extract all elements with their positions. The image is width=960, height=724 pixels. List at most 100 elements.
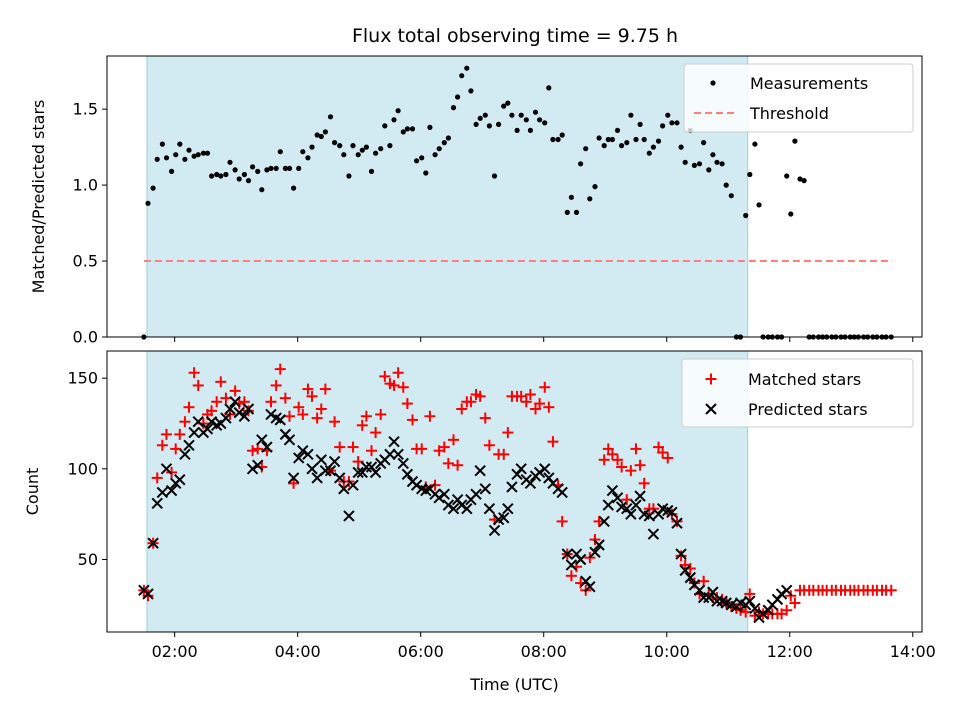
matched-star-point [781, 604, 793, 616]
measurement-point [427, 124, 433, 130]
matched-star-point [565, 570, 577, 582]
predicted-star-point [315, 454, 327, 466]
count-legend-box [681, 358, 914, 428]
matched-star-point [465, 396, 477, 408]
measurement-point [373, 150, 379, 156]
measurement-point [728, 193, 734, 199]
measurement-point [296, 165, 302, 171]
measurement-point [691, 162, 698, 168]
predicted-star-point [328, 455, 341, 468]
matched-star-point [744, 588, 756, 600]
measurement-point [264, 167, 270, 173]
measurement-point [368, 168, 375, 174]
legend-marker-measurements [710, 80, 716, 86]
measurement-point [601, 143, 607, 149]
measurement-point [542, 120, 548, 126]
predicted-star-point [229, 396, 241, 408]
measurement-point [337, 143, 343, 149]
measurement-point [464, 65, 470, 71]
measurement-point [286, 165, 293, 171]
matched-star-point [283, 410, 295, 422]
measurement-point [173, 152, 179, 158]
matched-star-point [740, 606, 752, 618]
predicted-star-point [287, 472, 300, 484]
ratio-panel: 0.0 0.5 1.0 1.5 Matched/Predicted stars Mea… [29, 55, 923, 347]
measurement-point [637, 121, 643, 127]
measurement-point [455, 94, 461, 100]
matched-star-point [456, 403, 468, 415]
predicted-star-point [319, 464, 332, 477]
measurement-point [341, 152, 347, 158]
matched-star-point [621, 494, 633, 506]
measurement-point [710, 152, 716, 158]
matched-star-point [297, 408, 309, 420]
x-tick-label: 04:00 [275, 642, 321, 661]
predicted-star-point [246, 463, 259, 475]
matched-star-point [593, 515, 605, 527]
measurement-point [564, 209, 570, 215]
measurement-point [696, 161, 703, 167]
matched-star-point [247, 445, 259, 457]
measurement-point [756, 202, 762, 208]
measurement-point [150, 185, 156, 191]
chart-title: Flux total observing time = 9.75 h [352, 25, 678, 47]
measurement-point [496, 121, 502, 127]
predicted-star-point [697, 591, 710, 604]
matched-star-point [630, 443, 642, 455]
predicted-star-point [324, 464, 337, 477]
matched-star-point [288, 477, 300, 489]
predicted-star-point [647, 528, 660, 540]
predicted-star-point [338, 483, 350, 495]
measurement-point [583, 146, 589, 152]
predicted-star-point [392, 448, 404, 461]
measurement-point [250, 164, 256, 170]
measurement-point [596, 135, 602, 141]
measurement-point [674, 120, 680, 126]
predicted-star-point [539, 463, 551, 475]
measurement-point [241, 171, 247, 178]
predicted-star-point [515, 463, 527, 475]
measurement-point [523, 117, 529, 123]
matched-star-point [598, 454, 610, 466]
measurement-point [573, 209, 580, 215]
x-tick-label: 12:00 [767, 642, 813, 661]
matched-star-point [329, 416, 341, 428]
measurement-point [309, 144, 315, 150]
predicted-star-point [679, 564, 691, 577]
measurement-point [518, 112, 524, 118]
measurement-point [701, 140, 707, 146]
predicted-star-point [707, 586, 719, 598]
observing-window-shade [146, 56, 748, 337]
matched-star-point [625, 465, 637, 477]
measurement-point [223, 171, 229, 178]
matched-star-point [192, 379, 204, 391]
measurement-point [468, 88, 474, 94]
predicted-star-point [233, 406, 245, 419]
matched-star-point [156, 439, 168, 451]
predicted-star-point [360, 461, 373, 473]
predicted-star-point [410, 479, 423, 491]
matched-star-point [306, 390, 318, 402]
measurement-point [300, 149, 306, 155]
predicted-star-point [160, 463, 173, 475]
matched-star-point [612, 454, 624, 466]
measurement-point [209, 173, 215, 179]
measurement-point [784, 173, 790, 179]
measurement-point [486, 123, 492, 129]
matched-star-point [534, 398, 546, 410]
ratio-plot-frame [106, 55, 923, 338]
measurement-point [747, 171, 753, 178]
measurement-point [578, 161, 584, 167]
matched-star-point [725, 601, 737, 613]
measurement-point [350, 143, 356, 149]
matched-star-point [347, 441, 359, 453]
legend-plus-glyph [705, 373, 717, 385]
matched-star-point [311, 412, 323, 424]
matched-star-point [293, 401, 305, 413]
measurement-point [624, 140, 630, 146]
matched-star-point [401, 398, 413, 410]
measurement-point [743, 212, 749, 219]
predicted-star-point [589, 546, 601, 558]
